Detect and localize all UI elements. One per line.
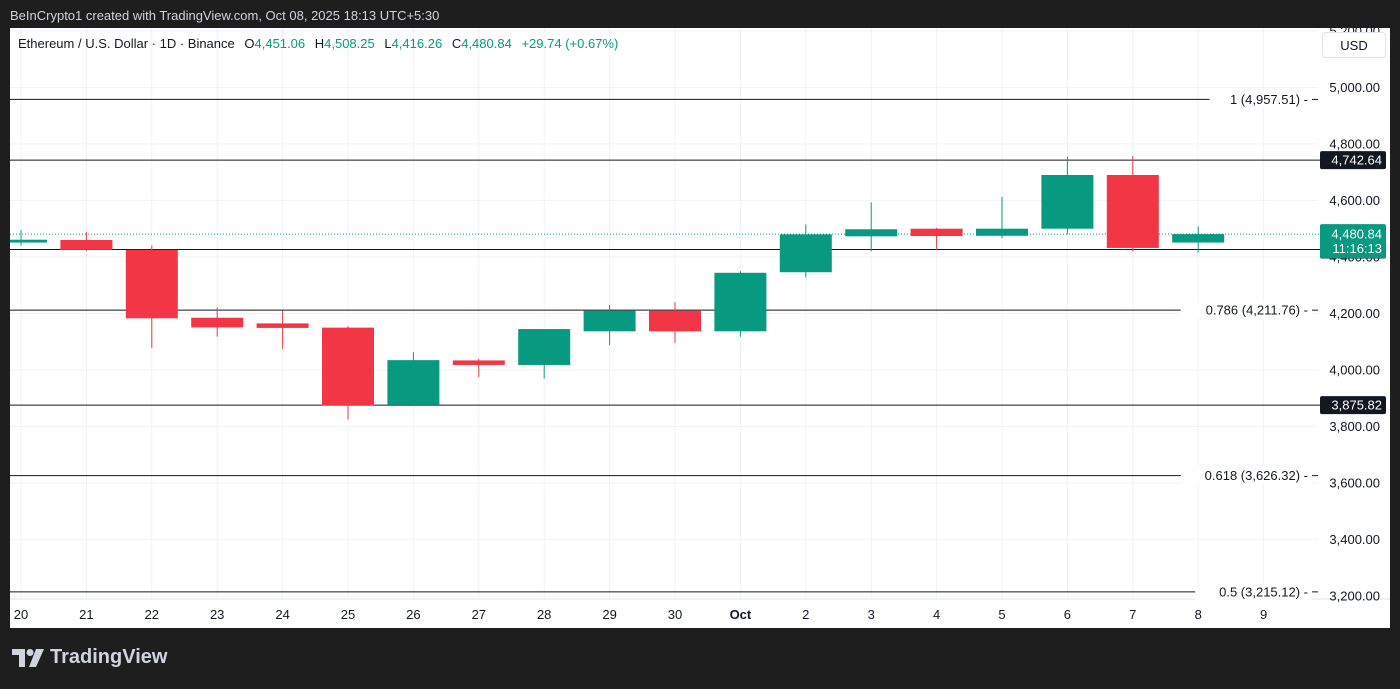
candle-body[interactable] [322,327,374,406]
time-axis-label: 21 [79,607,93,622]
candle-body[interactable] [256,323,309,328]
time-axis-label: 22 [145,607,159,622]
candle-body[interactable] [10,239,47,243]
price-axis-label: 3,800.00 [1329,419,1380,434]
candle-body[interactable] [60,240,113,250]
time-axis-label: 9 [1260,607,1267,622]
price-axis-label: 5,000.00 [1329,80,1380,95]
level-price-badge[interactable] [1320,151,1386,170]
level-label-bg [1180,467,1312,484]
time-axis-label: 26 [406,607,420,622]
high-label: H [314,36,325,51]
low-label: L [384,36,392,51]
chart-attribution: BeInCrypto1 created with TradingView.com… [10,8,440,23]
time-axis-label: 30 [668,607,682,622]
close-label: C [451,36,462,51]
level-price-badge-text: 4,742.64 [1331,153,1382,168]
candle-body[interactable] [387,360,440,405]
level-label: 1 (4,957.51) - [1230,92,1308,107]
open-value: 4,451.06 [254,36,306,51]
level-label: 0.618 (3,626.32) - [1205,468,1308,483]
time-axis-label: 27 [472,607,486,622]
price-axis-label: 4,000.00 [1329,363,1380,378]
candle-body[interactable] [1106,174,1159,248]
price-axis-label: 3,200.00 [1329,589,1380,604]
candle-body[interactable] [583,310,636,332]
currency-button[interactable]: USD [1322,32,1386,58]
change-value: +29.74 (+0.67%) [521,36,619,51]
last-price-value: 4,480.84 [1331,227,1382,242]
time-axis-label: 8 [1195,607,1202,622]
last-price-badge[interactable] [1320,224,1386,259]
time-axis-label: 2 [802,607,809,622]
candle-body[interactable] [452,360,505,365]
low-value: 4,416.26 [391,36,443,51]
close-value: 4,480.84 [461,36,512,51]
price-axis-label: 3,600.00 [1329,476,1380,491]
candle-body[interactable] [1172,234,1225,243]
level-price-badge[interactable] [1320,396,1386,415]
time-axis-label: Oct [730,607,752,622]
brand-name: TradingView [50,646,168,668]
candle-body[interactable] [845,229,898,237]
countdown-timer: 11:16:13 [1332,241,1382,256]
candle-body[interactable] [910,228,963,237]
high-value: 4,508.25 [324,36,375,51]
price-axis-label: 3,400.00 [1329,532,1380,547]
symbol-label: Ethereum / U.S. Dollar · 1D · Binance [18,36,235,51]
candle-body[interactable] [125,249,178,319]
price-chart[interactable]: 1 (4,957.51) - 0.786 (4,211.76) - 0.618 (3… [10,28,1390,628]
candle-body[interactable] [714,272,767,332]
price-axis-label: 4,800.00 [1329,136,1380,151]
tradingview-logo-icon [12,648,44,667]
level-label-bg [1180,302,1312,319]
candle-body[interactable] [518,329,571,365]
time-axis-label: 6 [1064,607,1071,622]
time-axis-label: 5 [998,607,1005,622]
chart-legend: Ethereum / U.S. Dollar · 1D · Binance O4… [18,36,618,51]
time-axis-label: 28 [537,607,551,622]
time-axis-label: 23 [210,607,224,622]
candle-body[interactable] [779,234,832,273]
level-price-badge-text: 3,875.82 [1331,398,1382,413]
level-label-bg [1195,583,1312,600]
open-label: O [244,36,255,51]
candle-body[interactable] [1041,174,1094,229]
level-label-bg [1209,91,1312,108]
price-axis-label: 4,600.00 [1329,193,1380,208]
chart-panel[interactable]: 1 (4,957.51) - 0.786 (4,211.76) - 0.618 (3… [10,28,1390,628]
time-axis-label: 20 [14,607,28,622]
candle-body[interactable] [191,317,244,328]
time-axis-label: 24 [275,607,289,622]
time-axis-label: 4 [933,607,940,622]
level-label: 0.786 (4,211.76) - [1206,303,1308,318]
candle-body[interactable] [976,228,1028,236]
time-axis-label: 7 [1129,607,1136,622]
level-label: 0.5 (3,215.12) - [1219,584,1308,599]
tradingview-brand[interactable]: TradingView [12,646,167,669]
time-axis-label: 29 [602,607,616,622]
candle-body[interactable] [649,310,701,332]
price-axis-label: 4,200.00 [1329,306,1380,321]
time-axis-label: 25 [341,607,355,622]
time-axis-label: 3 [868,607,875,622]
